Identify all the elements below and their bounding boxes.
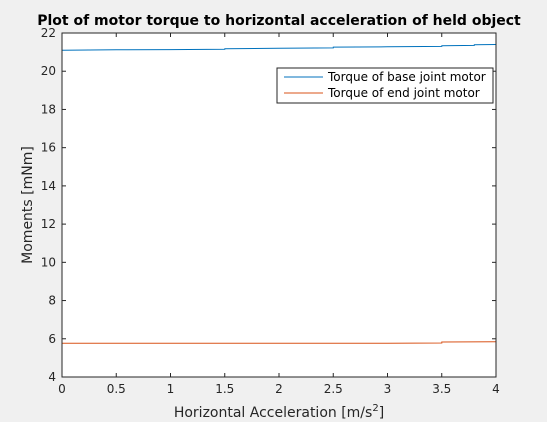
y-tick-label: 18 <box>41 102 56 116</box>
x-tick-label: 1.5 <box>215 382 234 396</box>
x-axis-label-main: Horizontal Acceleration [m/s <box>174 405 373 421</box>
y-tick-label: 12 <box>41 217 56 231</box>
y-tick-label: 22 <box>41 26 56 40</box>
legend-box <box>276 67 494 104</box>
series-lines <box>61 44 497 344</box>
y-tick-label: 4 <box>48 370 56 384</box>
series-line-0 <box>61 44 497 51</box>
x-tick-label: 0.5 <box>107 382 126 396</box>
series-line-1 <box>62 341 497 344</box>
x-tick-label: 2.5 <box>324 382 343 396</box>
legend-entry-base-joint: Torque of base joint motor <box>327 70 486 84</box>
y-tick-label: 6 <box>48 332 56 346</box>
x-tick-label: 0 <box>58 382 66 396</box>
legend-entry-end-joint: Torque of end joint motor <box>327 86 480 100</box>
y-tick-label: 14 <box>41 179 56 193</box>
x-tick-label: 1 <box>167 382 175 396</box>
legend: Torque of base joint motor Torque of end… <box>276 67 494 104</box>
chart-title: Plot of motor torque to horizontal accel… <box>37 13 521 29</box>
x-tick-label: 3.5 <box>432 382 451 396</box>
axis-ticks: 0 0.5 1 1.5 2 2.5 3 3.5 4 4 6 8 10 12 14 16 18 20 22 <box>41 26 500 396</box>
x-axis-label-suffix: ] <box>379 405 384 421</box>
y-tick-label: 16 <box>41 141 56 155</box>
y-axis-label: Moments [mNm] <box>20 146 36 264</box>
x-tick-label: 4 <box>492 382 500 396</box>
x-axis-label-superscript: 2 <box>372 403 378 414</box>
y-tick-label: 8 <box>48 294 56 308</box>
x-axis-label: Horizontal Acceleration [m/s2] <box>174 403 384 421</box>
y-tick-label: 20 <box>41 64 56 78</box>
x-tick-label: 3 <box>384 382 392 396</box>
y-tick-label: 10 <box>41 255 56 269</box>
x-tick-label: 2 <box>275 382 283 396</box>
